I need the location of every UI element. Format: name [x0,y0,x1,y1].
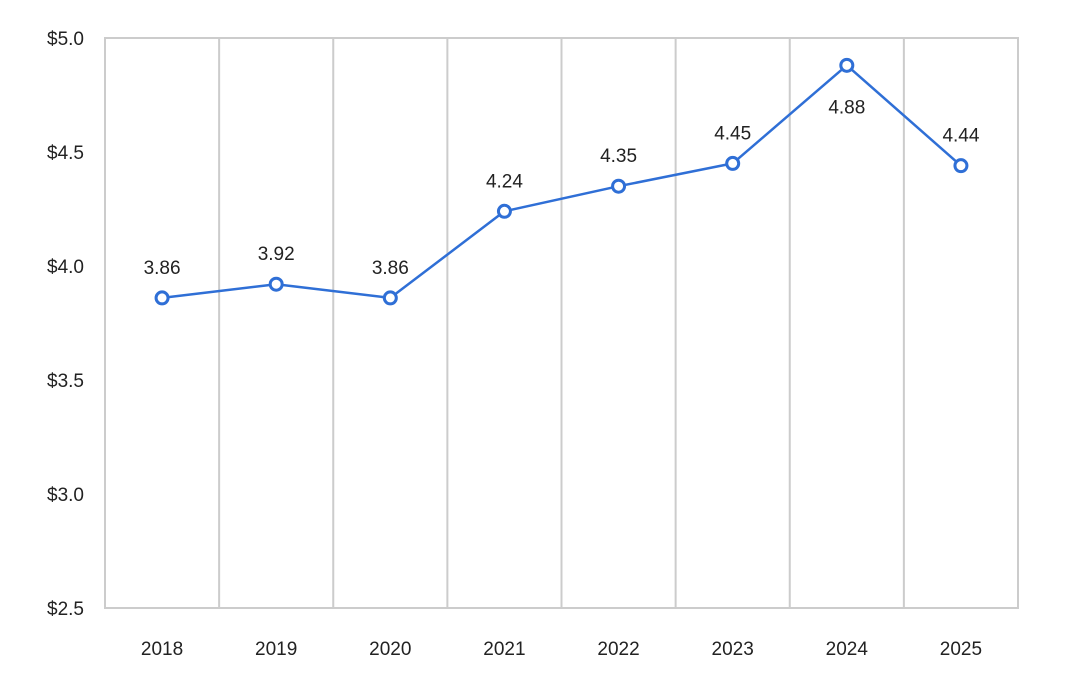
y-tick-label: $5.0 [47,29,84,50]
data-label: 3.86 [144,258,181,279]
y-tick-label: $2.5 [47,599,84,620]
x-tick-label: 2019 [255,639,297,660]
data-label: 4.35 [600,146,637,167]
data-point-marker [496,203,512,219]
data-point-marker [839,57,855,73]
data-labels: 3.86 3.92 3.86 4.24 4.35 4.45 4.88 4.44 [144,97,980,279]
x-tick-label: 2020 [369,639,411,660]
y-tick-label: $4.5 [47,143,84,164]
data-label: 4.88 [828,97,865,118]
y-tick-label: $3.5 [47,371,84,392]
data-point-marker [154,290,170,306]
x-tick-label: 2025 [940,639,982,660]
x-tick-label: 2021 [483,639,525,660]
grid-layer [104,37,1019,609]
x-tick-label: 2018 [141,639,183,660]
data-label: 4.45 [714,123,751,144]
axis-labels: $5.0 $4.5 $4.0 $3.5 $3.0 $2.5 2018 2019 2020 2021… [47,29,982,660]
data-point-marker [382,290,398,306]
data-point-marker [725,155,741,171]
data-point-marker [268,276,284,292]
data-point-marker [611,178,627,194]
x-tick-label: 2023 [712,639,754,660]
y-tick-label: $3.0 [47,485,84,506]
y-tick-label: $4.0 [47,257,84,278]
data-label: 3.92 [258,244,295,265]
series-layer [154,57,969,306]
x-tick-label: 2022 [597,639,639,660]
data-label: 4.44 [942,126,979,147]
x-tick-label: 2024 [826,639,869,660]
data-point-marker [953,158,969,174]
series-line [161,64,962,300]
data-label: 4.24 [486,171,523,192]
data-label: 3.86 [372,258,409,279]
